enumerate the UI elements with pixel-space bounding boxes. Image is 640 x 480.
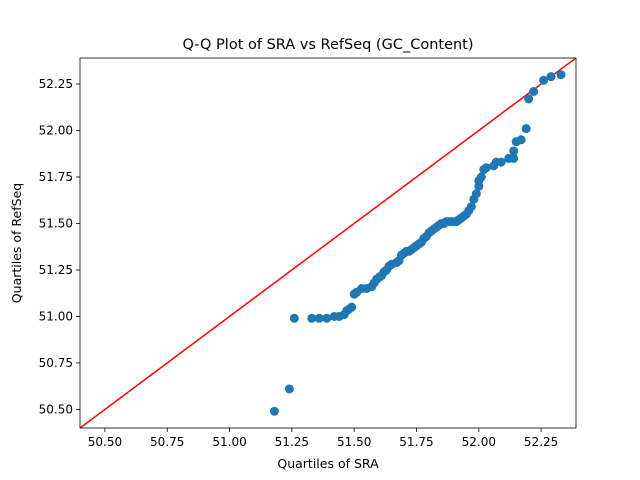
y-tick-label: 51.50 — [39, 216, 73, 230]
y-tick-label: 50.50 — [39, 402, 73, 416]
data-point — [496, 157, 506, 167]
y-tick-label: 51.25 — [39, 263, 73, 277]
y-axis-label: Quartiles of RefSeq — [9, 183, 24, 303]
data-point — [476, 172, 486, 182]
x-tick-label: 50.75 — [150, 435, 184, 449]
data-point — [539, 75, 549, 85]
data-point — [289, 313, 299, 323]
data-point — [322, 313, 332, 323]
x-axis-ticks: 50.50 50.75 51.00 51.25 51.50 51.75 52.00 52.25 — [88, 428, 558, 449]
data-point — [556, 70, 566, 80]
y-tick-label: 50.75 — [39, 356, 73, 370]
x-tick-label: 51.00 — [212, 435, 246, 449]
y-axis-ticks: 50.50 50.75 51.00 51.25 51.50 51.75 52.00 52.25 — [39, 77, 80, 416]
data-point — [509, 153, 519, 163]
x-tick-label: 52.00 — [462, 435, 496, 449]
points-layer — [269, 70, 566, 416]
reference-line — [80, 58, 576, 428]
data-point — [269, 406, 279, 416]
data-point — [516, 135, 526, 145]
data-point — [471, 189, 481, 199]
y-tick-label: 52.00 — [39, 124, 73, 138]
data-point — [521, 124, 531, 134]
x-tick-label: 51.50 — [337, 435, 371, 449]
y-tick-label: 51.00 — [39, 309, 73, 323]
chart-title: Q-Q Plot of SRA vs RefSeq (GC_Content) — [182, 37, 473, 53]
y-tick-label: 51.75 — [39, 170, 73, 184]
data-point — [524, 94, 534, 104]
data-point — [307, 313, 317, 323]
x-axis-label: Quartiles of SRA — [277, 456, 379, 471]
data-point — [284, 384, 294, 394]
x-tick-label: 51.25 — [275, 435, 309, 449]
data-point — [466, 202, 476, 212]
axes-frame — [79, 57, 577, 429]
data-point — [509, 146, 519, 156]
x-tick-label: 51.75 — [399, 435, 433, 449]
data-point — [347, 302, 357, 312]
x-tick-label: 50.50 — [88, 435, 122, 449]
data-point — [546, 72, 556, 82]
y-tick-label: 52.25 — [39, 77, 73, 91]
data-point — [481, 163, 491, 173]
plot-area — [80, 58, 576, 428]
x-tick-label: 52.25 — [524, 435, 558, 449]
data-point — [529, 86, 539, 96]
data-point — [314, 313, 324, 323]
